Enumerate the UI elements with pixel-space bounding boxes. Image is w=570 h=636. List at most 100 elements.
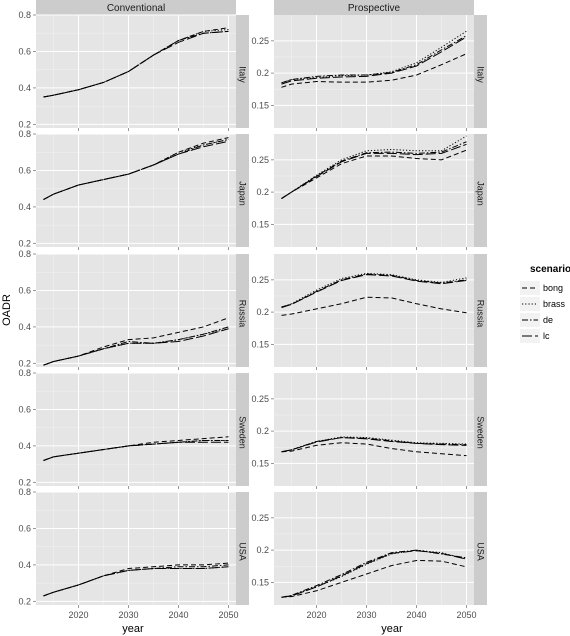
x-tick-label: 2020 [306,610,326,620]
legend-key [520,297,540,311]
panel-conventional-italy: 0.2 0.4 0.6 0.8 Italy [18,10,249,131]
row-strip-italy [474,15,487,128]
series-line-brass [281,272,467,308]
y-tick-label: 0.2 [256,68,269,78]
y-tick-label: 0.25 [251,394,269,404]
x-tick-label: 2050 [456,610,476,620]
y-tick-label: 0.15 [251,577,269,587]
series-line-lc [281,550,467,598]
series-line-lc [43,30,229,98]
panel-background [274,254,474,367]
panel-background [36,492,236,605]
y-tick-label: 0.6 [18,46,31,56]
y-tick-label: 0.8 [18,368,31,378]
row-strip-russia [236,254,249,367]
legend-title: scenario [530,264,570,275]
series-line-lc [43,140,229,201]
row-label-usa: USA [238,542,248,561]
y-tick-label: 0.2 [256,545,269,555]
series-line-brass [281,436,467,453]
row-strip-japan [236,134,249,247]
series-line-de [281,141,467,199]
column-label-conventional: Conventional [107,3,165,14]
series-line-bong [281,296,467,316]
panel-background [36,254,236,367]
row-label-italy: Italy [238,66,248,83]
series-line-bong [281,559,467,598]
panel-background [36,15,236,128]
y-tick-label: 0.15 [251,458,269,468]
y-tick-label: 0.2 [18,358,31,368]
panels: Conventional Prospective 0.2 0.4 0.6 0.8 Italy… [18,0,487,620]
row-label-sweden: Sweden [476,416,486,449]
y-tick-label: 0.8 [18,487,31,497]
series-line-lc [43,328,229,366]
y-tick-label: 0.8 [18,10,31,20]
series-line-de [281,549,467,598]
row-strip-sweden [236,373,249,486]
row-label-japan: Japan [238,181,248,206]
row-label-sweden: Sweden [238,416,248,449]
x-tick-label: 2050 [218,610,238,620]
row-label-russia: Russia [238,300,248,328]
x-tick-label: 2040 [168,610,188,620]
series-line-lc [281,143,467,199]
series-line-lc [281,274,467,309]
row-strip-italy [236,15,249,128]
y-tick-label: 0.25 [251,155,269,165]
series-line-lc [43,566,229,597]
column-label-prospective: Prospective [348,3,401,14]
legend-label-brass: brass [543,299,566,309]
y-tick-label: 0.15 [251,339,269,349]
column-strip-conventional [36,0,236,15]
panel-conventional-usa: 0.2 0.4 0.6 0.8 USA 2020 2030 2040 2050 [18,487,249,620]
series-line-brass [281,30,467,84]
y-tick-label: 0.4 [18,441,31,451]
y-axis-label: OADR [1,294,13,326]
panel-prospective-usa: 0.15 0.2 0.25 USA 2020 2030 2040 2050 [251,492,487,620]
series-line-lc [281,437,467,453]
panel-background [274,373,474,486]
series-line-bong [281,53,467,88]
series-line-lc [281,36,467,85]
x-tick-label: 2030 [356,610,376,620]
y-tick-label: 0.4 [18,202,31,212]
row-strip-usa [236,492,249,605]
row-label-russia: Russia [476,300,486,328]
y-tick-label: 0.2 [18,119,31,129]
row-label-japan: Japan [476,181,486,206]
panel-background [274,492,474,605]
y-tick-label: 0.2 [256,426,269,436]
series-line-bong [281,442,467,457]
series-line-de [281,35,467,84]
y-tick-label: 0.2 [256,187,269,197]
y-tick-label: 0.2 [18,477,31,487]
legend: scenario bong brass de lc [520,264,570,343]
panel-conventional-russia: 0.2 0.4 0.6 0.8 Russia [18,249,249,370]
x-axis-label-left: year [122,623,144,635]
axis-labels: OADR year year [1,294,403,635]
y-tick-label: 0.8 [18,249,31,259]
row-strip-sweden [474,373,487,486]
series-line-de [281,437,467,453]
legend-label-lc: lc [543,331,550,341]
series-line-lc [43,441,229,461]
panel-prospective-russia: 0.15 0.2 0.25 Russia [251,254,487,370]
x-tick-label: 2020 [68,610,88,620]
series-line-de [43,30,229,98]
y-tick-label: 0.6 [18,523,31,533]
y-tick-label: 0.25 [251,275,269,285]
panel-conventional-japan: 0.2 0.4 0.6 0.8 Japan [18,129,249,250]
legend-label-de: de [543,315,553,325]
series-line-bong [281,149,467,199]
series-line-brass [281,549,467,598]
x-tick-label: 2040 [406,610,426,620]
y-tick-label: 0.4 [18,560,31,570]
row-strip-russia [474,254,487,367]
legend-label-bong: bong [543,283,563,293]
y-tick-label: 0.15 [251,219,269,229]
row-label-italy: Italy [476,66,486,83]
series-line-de [43,564,229,597]
panel-background [274,15,474,128]
